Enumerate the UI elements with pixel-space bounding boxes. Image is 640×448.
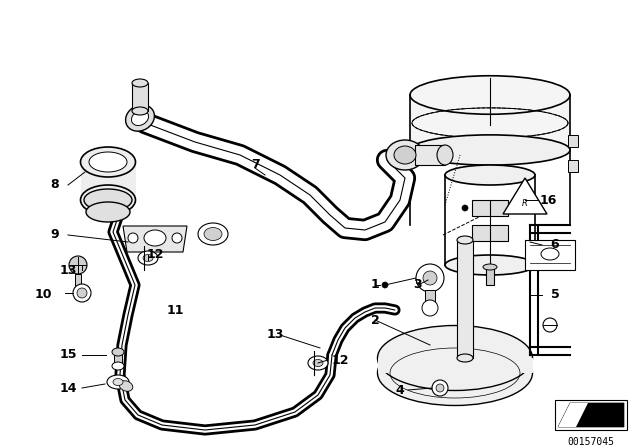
Ellipse shape [541,248,559,260]
Ellipse shape [84,189,132,211]
Ellipse shape [138,251,158,265]
Ellipse shape [112,348,124,356]
Circle shape [543,318,557,332]
Ellipse shape [125,105,154,131]
Bar [75,274,81,288]
Ellipse shape [143,254,153,262]
Ellipse shape [81,147,136,177]
Ellipse shape [394,146,416,164]
Ellipse shape [378,340,532,405]
Bar [425,290,435,308]
Text: 3: 3 [413,279,422,292]
Text: 1: 1 [371,279,380,292]
Bar [555,400,627,430]
Text: 13: 13 [60,263,77,276]
Ellipse shape [386,140,424,170]
Text: 14: 14 [60,382,77,395]
Bar [486,265,494,285]
Circle shape [422,300,438,316]
Text: 12: 12 [147,249,164,262]
Circle shape [77,288,87,298]
Bar [472,200,508,216]
Bar [132,83,148,111]
Text: 13: 13 [266,328,284,341]
Ellipse shape [204,228,222,241]
Circle shape [436,384,444,392]
Ellipse shape [144,230,166,246]
Circle shape [128,233,138,243]
Bar [114,352,122,366]
Bar [378,358,533,373]
Text: 5: 5 [550,289,559,302]
Ellipse shape [113,379,123,385]
Ellipse shape [445,165,535,185]
Bar [568,135,578,147]
Text: 12: 12 [332,353,349,366]
Ellipse shape [86,202,130,222]
Ellipse shape [131,111,148,125]
Circle shape [69,256,87,274]
Ellipse shape [313,359,323,366]
Ellipse shape [410,76,570,114]
Text: 15: 15 [60,349,77,362]
Circle shape [172,233,182,243]
Ellipse shape [445,255,535,275]
Polygon shape [558,403,624,427]
Circle shape [73,284,91,302]
Bar [525,240,575,270]
Bar [472,225,508,241]
Bar [415,145,445,165]
Bar [81,162,136,200]
Ellipse shape [107,375,129,389]
Text: R: R [522,198,528,207]
Circle shape [462,205,468,211]
Circle shape [416,264,444,292]
Ellipse shape [457,354,473,362]
Text: 00157045: 00157045 [568,437,614,447]
Text: 9: 9 [51,228,60,241]
Text: 11: 11 [166,303,184,316]
Ellipse shape [410,135,570,165]
Circle shape [423,271,437,285]
Bar [568,160,578,172]
Ellipse shape [132,107,148,115]
Ellipse shape [457,236,473,244]
Text: 8: 8 [51,178,60,191]
Text: 2: 2 [371,314,380,327]
Ellipse shape [81,185,136,215]
Bar [410,95,570,150]
Text: 4: 4 [396,383,404,396]
Circle shape [382,282,388,288]
Polygon shape [558,403,588,427]
Ellipse shape [119,381,132,391]
Text: 6: 6 [550,238,559,251]
Ellipse shape [112,362,124,370]
Ellipse shape [198,223,228,245]
Polygon shape [503,178,547,214]
Ellipse shape [308,356,328,370]
Ellipse shape [437,145,453,165]
Ellipse shape [132,79,148,87]
Text: 7: 7 [251,159,259,172]
Ellipse shape [89,152,127,172]
Text: 16: 16 [540,194,557,207]
Ellipse shape [483,264,497,270]
Polygon shape [123,226,187,252]
Text: 10: 10 [35,289,52,302]
Ellipse shape [378,326,532,391]
Bar [457,240,473,358]
Circle shape [432,380,448,396]
